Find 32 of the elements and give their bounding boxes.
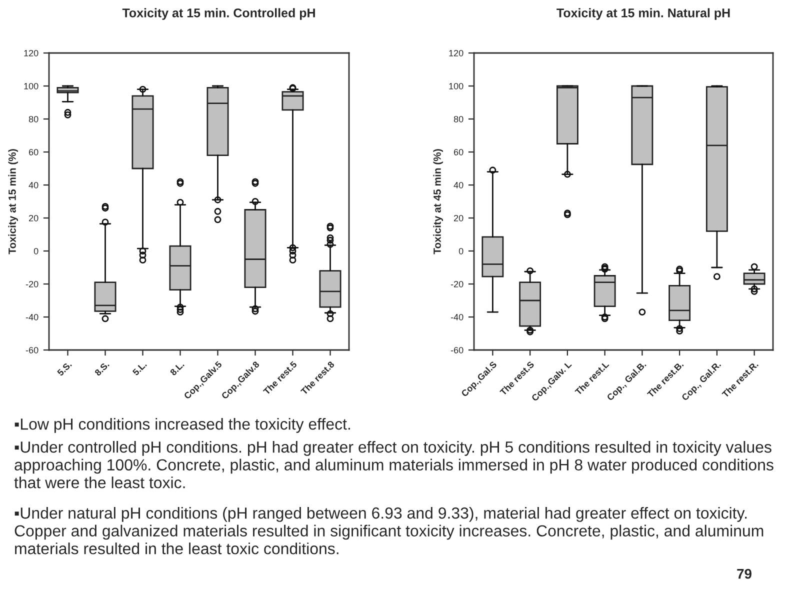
y-axis-title: Toxicity at 45 min (%) bbox=[433, 149, 443, 254]
x-tick-label: 8.S. bbox=[94, 361, 110, 376]
text: ▪Low pH conditions increased the toxicity effect. bbox=[14, 418, 350, 433]
y-tick-label: 0 bbox=[458, 248, 464, 254]
text: 79 bbox=[737, 568, 752, 579]
y-tick-label: 100 bbox=[449, 82, 464, 90]
text: ▪Under controlled pH conditions. pH had greater effect on toxicity. pH 5 conditions resulted in toxicity values approaching 100%. Concrete, plastic, and aluminum materials immersed in pH 8 water produced conditions that were the least toxic. bbox=[14, 441, 774, 488]
chart-title: Toxicity at 15 min. Controlled pH bbox=[122, 8, 315, 20]
y-tick-label: 40 bbox=[454, 182, 464, 188]
y-tick-label: -40 bbox=[26, 314, 38, 320]
x-tick-label: 5.L. bbox=[132, 361, 147, 376]
x-tick-label: 5.S. bbox=[56, 361, 72, 376]
y-tick-label: 20 bbox=[454, 214, 464, 222]
y-tick-label: 60 bbox=[29, 148, 38, 156]
y-axis-title: Toxicity at 15 min (%) bbox=[8, 149, 18, 254]
y-tick-label: -40 bbox=[450, 314, 464, 320]
y-tick-label: -60 bbox=[450, 346, 464, 354]
y-tick-label: 40 bbox=[28, 182, 38, 188]
y-tick-label: -20 bbox=[450, 280, 464, 288]
y-tick-label: 80 bbox=[454, 116, 464, 122]
y-tick-label: 120 bbox=[449, 50, 464, 56]
y-tick-label: 0 bbox=[34, 248, 38, 254]
y-tick-label: 120 bbox=[24, 50, 38, 56]
text: ▪Under natural pH conditions (pH ranged between 6.93 and 9.33), material had greater effect on toxicity. Copper and galvanized materials resulted in significant toxicity increases. Concrete, plastic, and aluminum materials resulted in the least toxic conditions. bbox=[14, 507, 764, 554]
y-tick-label: -60 bbox=[26, 346, 38, 354]
y-tick-label: -20 bbox=[26, 280, 38, 288]
y-tick-label: 80 bbox=[28, 116, 38, 122]
y-tick-label: 60 bbox=[454, 148, 464, 156]
x-tick-label: 8.L. bbox=[170, 361, 184, 376]
y-tick-label: 20 bbox=[28, 214, 38, 222]
chart-title: Toxicity at 15 min. Natural pH bbox=[556, 8, 730, 20]
y-tick-label: 100 bbox=[24, 82, 38, 90]
